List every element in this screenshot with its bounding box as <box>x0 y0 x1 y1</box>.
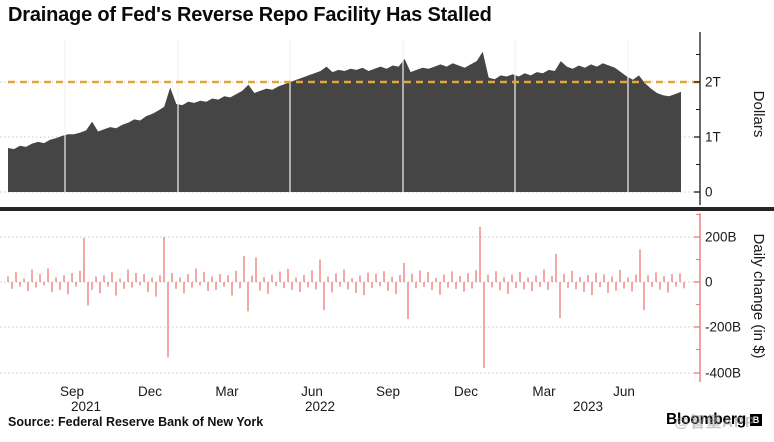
bloomberg-logo-box: B <box>750 414 762 426</box>
daily-change-axis-label: Daily change (in $) <box>750 233 767 359</box>
dollars-axis-label: Dollars <box>750 90 767 138</box>
bottom-y-tick-label: -400B <box>705 365 742 381</box>
x-month-label: Dec <box>453 384 479 399</box>
x-month-label: Jun <box>613 384 635 399</box>
x-year-label: 2023 <box>572 399 604 414</box>
x-month-label: Mar <box>532 384 556 399</box>
area-series <box>8 51 681 192</box>
top-y-tick-label: 0 <box>705 184 713 200</box>
bottom-y-tick-label: -200B <box>705 319 742 335</box>
chart-title: Drainage of Fed's Reverse Repo Facility … <box>8 4 492 26</box>
bloomberg-wordmark: Bloomberg <box>665 411 746 428</box>
watermark-text: @智堡APP <box>674 414 756 431</box>
x-month-label: Sep <box>375 384 401 399</box>
bottom-y-tick-label: 200B <box>705 229 737 245</box>
x-month-label: Dec <box>137 384 163 399</box>
bottom-y-tick-label: 0 <box>705 274 713 290</box>
x-year-label: 2021 <box>70 399 102 414</box>
source-note: Source: Federal Reserve Bank of New York <box>8 415 264 429</box>
top-y-tick-label: 1T <box>705 129 721 145</box>
bloomberg-logo: Bloomberg B <box>666 410 762 430</box>
top-y-tick-label: 2T <box>705 74 721 90</box>
x-month-label: Jun <box>301 384 323 399</box>
x-month-label: Mar <box>215 384 239 399</box>
x-month-label: Sep <box>59 384 85 399</box>
x-year-label: 2022 <box>304 399 336 414</box>
panel-separator <box>0 207 774 211</box>
